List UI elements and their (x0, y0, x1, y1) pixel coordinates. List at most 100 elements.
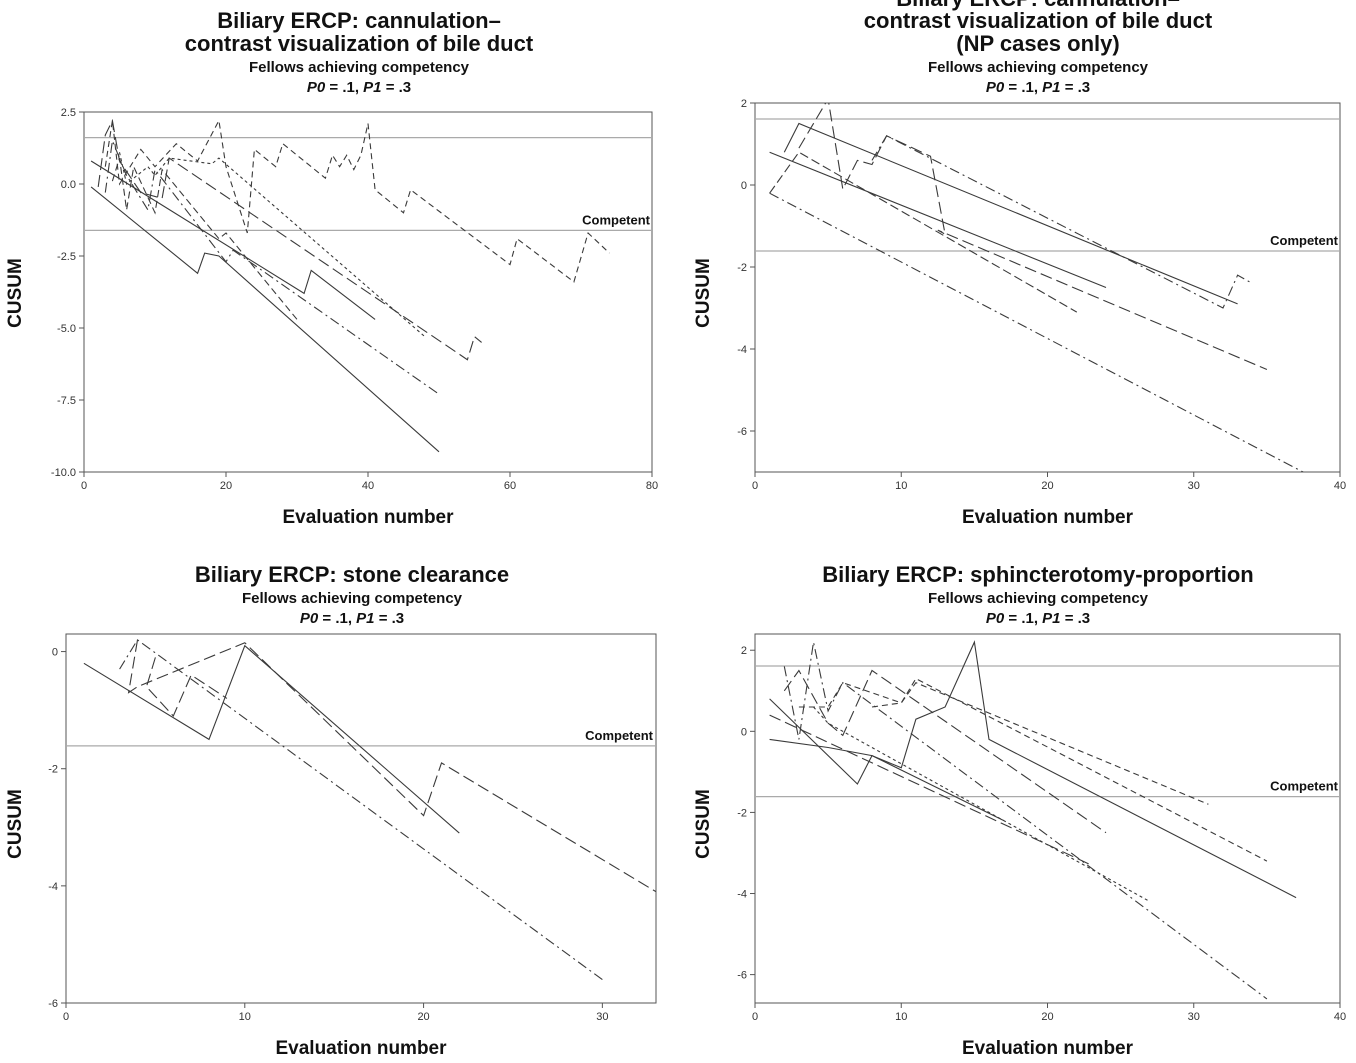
series-line-4 (769, 192, 1305, 472)
p0-value: = .1, (1004, 79, 1043, 96)
p1-label: P1 (363, 79, 382, 96)
x-tick-label: 20 (1041, 480, 1053, 492)
competent-label: Competent (1270, 779, 1339, 794)
y-tick-label: -4 (737, 889, 747, 901)
chart-3-plot: Competent 0 10 20 30 0 -2 -4 -6 (48, 633, 657, 1023)
chart-panel-1: Biliary ERCP: cannulation– contrast visu… (0, 0, 678, 531)
x-tick-label: 30 (1188, 480, 1200, 492)
p0-value: = .1, (325, 79, 364, 96)
y-tick-label: -2 (737, 262, 747, 274)
y-tick-label: -2 (48, 764, 58, 776)
chart-title-line-1: Biliary ERCP: stone clearance (194, 562, 510, 587)
y-tick-label: -7.5 (57, 395, 76, 407)
series-line-5 (97, 118, 482, 361)
y-tick-label: 0 (52, 647, 58, 659)
y-axis-label: CUSUM (693, 789, 714, 859)
x-tick-label: 10 (895, 480, 907, 492)
series-line-8 (769, 714, 1092, 866)
plot-frame (754, 102, 1341, 473)
p1-value: = .3 (1060, 79, 1091, 96)
p0-value: = .1, (318, 610, 357, 627)
series-line-2 (90, 160, 376, 320)
series-line-1 (83, 644, 460, 834)
chart-parameters: P0 = .1, P1 = .3 (708, 80, 1356, 95)
chart-panel-3: Biliary ERCP: stone clearance Fellows ac… (0, 531, 678, 1063)
series-line-2 (127, 639, 656, 893)
chart-title-line-1: Biliary ERCP: sphincterotomy-proportion (822, 562, 1254, 587)
series-line-2 (783, 122, 1238, 305)
chart-title-line-3: (NP cases only) (956, 31, 1120, 56)
series-line-1 (90, 186, 440, 453)
y-tick-label: -6 (737, 970, 747, 982)
plot-frame (754, 633, 1341, 1004)
p1-label: P1 (1042, 610, 1061, 627)
y-tick-label: -4 (48, 881, 58, 893)
x-tick-label: 40 (1334, 480, 1346, 492)
chart-subtitle: Fellows achieving competency (241, 590, 463, 607)
chart-subtitle: Fellows achieving competency (927, 59, 1149, 76)
series-line-3 (769, 151, 1078, 313)
chart-title-line-1: Biliary ERCP: cannulation– (217, 8, 501, 33)
series-line-2 (769, 698, 1004, 821)
x-tick-label: 30 (596, 1011, 608, 1023)
p0-value: = .1, (1004, 610, 1043, 627)
x-tick-label: 0 (752, 1011, 758, 1023)
series-line-3 (783, 641, 1268, 1000)
x-axis-label: Evaluation number (961, 507, 1134, 528)
y-axis-label: CUSUM (5, 789, 26, 859)
y-tick-label: 2 (741, 98, 747, 110)
x-tick-label: 0 (752, 480, 758, 492)
y-tick-label: 0 (741, 726, 747, 738)
y-tick-label: 2 (741, 645, 747, 657)
p1-label: P1 (1042, 79, 1061, 96)
series-line-1 (769, 151, 1107, 289)
y-tick-label: 0.0 (61, 179, 76, 191)
y-tick-label: -2 (737, 807, 747, 819)
competent-label: Competent (1270, 233, 1339, 248)
chart-1-plot: Competent 0 20 40 60 80 2.5 0.0 -2.5 -5.0 -7.5 -10.… (51, 107, 658, 492)
x-tick-label: 60 (504, 480, 516, 492)
chart-title-line-2: contrast visualization of bile duct (184, 31, 534, 56)
plot-frame (65, 633, 657, 1004)
p0-label: P0 (985, 79, 1005, 96)
y-tick-label: 0 (741, 180, 747, 192)
p1-value: = .3 (1060, 610, 1091, 627)
x-tick-label: 10 (239, 1011, 251, 1023)
competent-label: Competent (585, 728, 654, 743)
p1-value: = .3 (381, 79, 412, 96)
x-tick-label: 40 (1334, 1011, 1346, 1023)
p0-label: P0 (306, 79, 326, 96)
y-axis-label: CUSUM (5, 258, 26, 328)
y-tick-label: -6 (48, 998, 58, 1010)
x-tick-label: 0 (81, 480, 87, 492)
x-tick-label: 10 (895, 1011, 907, 1023)
x-tick-label: 0 (63, 1011, 69, 1023)
x-tick-label: 30 (1188, 1011, 1200, 1023)
y-tick-label: -2.5 (57, 251, 76, 263)
series-line-1 (769, 640, 1297, 899)
y-tick-label: -5.0 (57, 323, 76, 335)
y-tick-label: -4 (737, 344, 747, 356)
p0-label: P0 (985, 610, 1005, 627)
chart-parameters: P0 = .1, P1 = .3 (12, 611, 692, 626)
y-tick-label: -6 (737, 426, 747, 438)
y-tick-label: 2.5 (61, 107, 76, 119)
series-line-3 (111, 157, 298, 320)
series-line-4 (104, 138, 440, 395)
series-line-4 (145, 657, 228, 717)
series-line-6 (104, 118, 610, 283)
series-line-5 (798, 677, 1268, 862)
chart-panel-4: Biliary ERCP: sphincterotomy-proportion … (678, 531, 1356, 1063)
chart-title-line-2: contrast visualization of bile duct (863, 8, 1213, 33)
p1-label: P1 (356, 610, 375, 627)
p0-label: P0 (299, 610, 319, 627)
x-tick-label: 80 (646, 480, 658, 492)
y-axis-label: CUSUM (693, 258, 714, 328)
x-tick-label: 40 (362, 480, 374, 492)
competent-label: Competent (582, 212, 651, 227)
series-line-7 (118, 152, 426, 338)
p1-value: = .3 (374, 610, 405, 627)
x-tick-label: 20 (220, 480, 232, 492)
x-tick-label: 20 (1041, 1011, 1053, 1023)
